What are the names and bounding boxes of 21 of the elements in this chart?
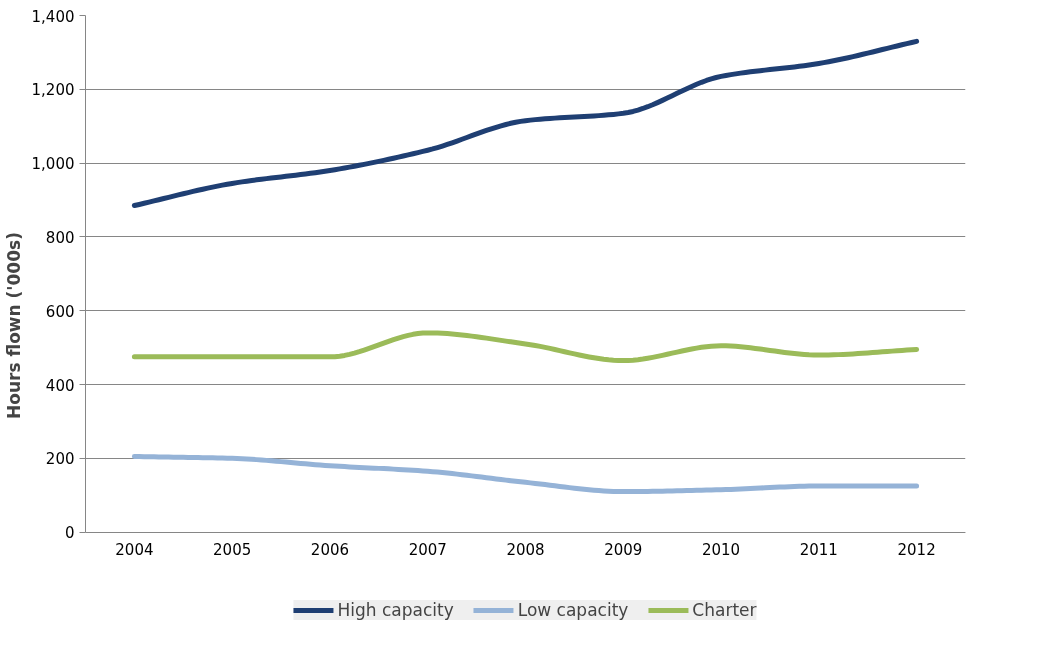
x-tick-label: 2009 (604, 541, 643, 560)
legend-label: Low capacity (517, 600, 629, 620)
x-tick-label: 2005 (213, 541, 252, 560)
x-tick-label: 2007 (408, 541, 447, 560)
x-tick-label: 2006 (310, 541, 350, 560)
y-tick-label: 1,000 (31, 155, 75, 174)
y-tick-label: 0 (64, 524, 75, 543)
legend-label: Charter (692, 600, 757, 620)
x-tick-label: 2012 (897, 541, 936, 560)
y-tick-label: 1,200 (31, 81, 75, 100)
x-tick-label: 2010 (701, 541, 741, 560)
y-tick-label: 200 (45, 450, 75, 469)
y-tick-label: 400 (45, 376, 75, 395)
x-tick-label: 2011 (799, 541, 838, 560)
y-axis-title: Hours flown ('000s) (3, 232, 24, 419)
x-tick-label: 2004 (115, 541, 154, 560)
y-tick-label: 800 (45, 228, 75, 247)
y-tick-label: 600 (45, 302, 75, 321)
legend-label: High capacity (337, 600, 454, 620)
x-tick-label: 2008 (506, 541, 545, 560)
y-tick-label: 1,400 (31, 7, 75, 26)
